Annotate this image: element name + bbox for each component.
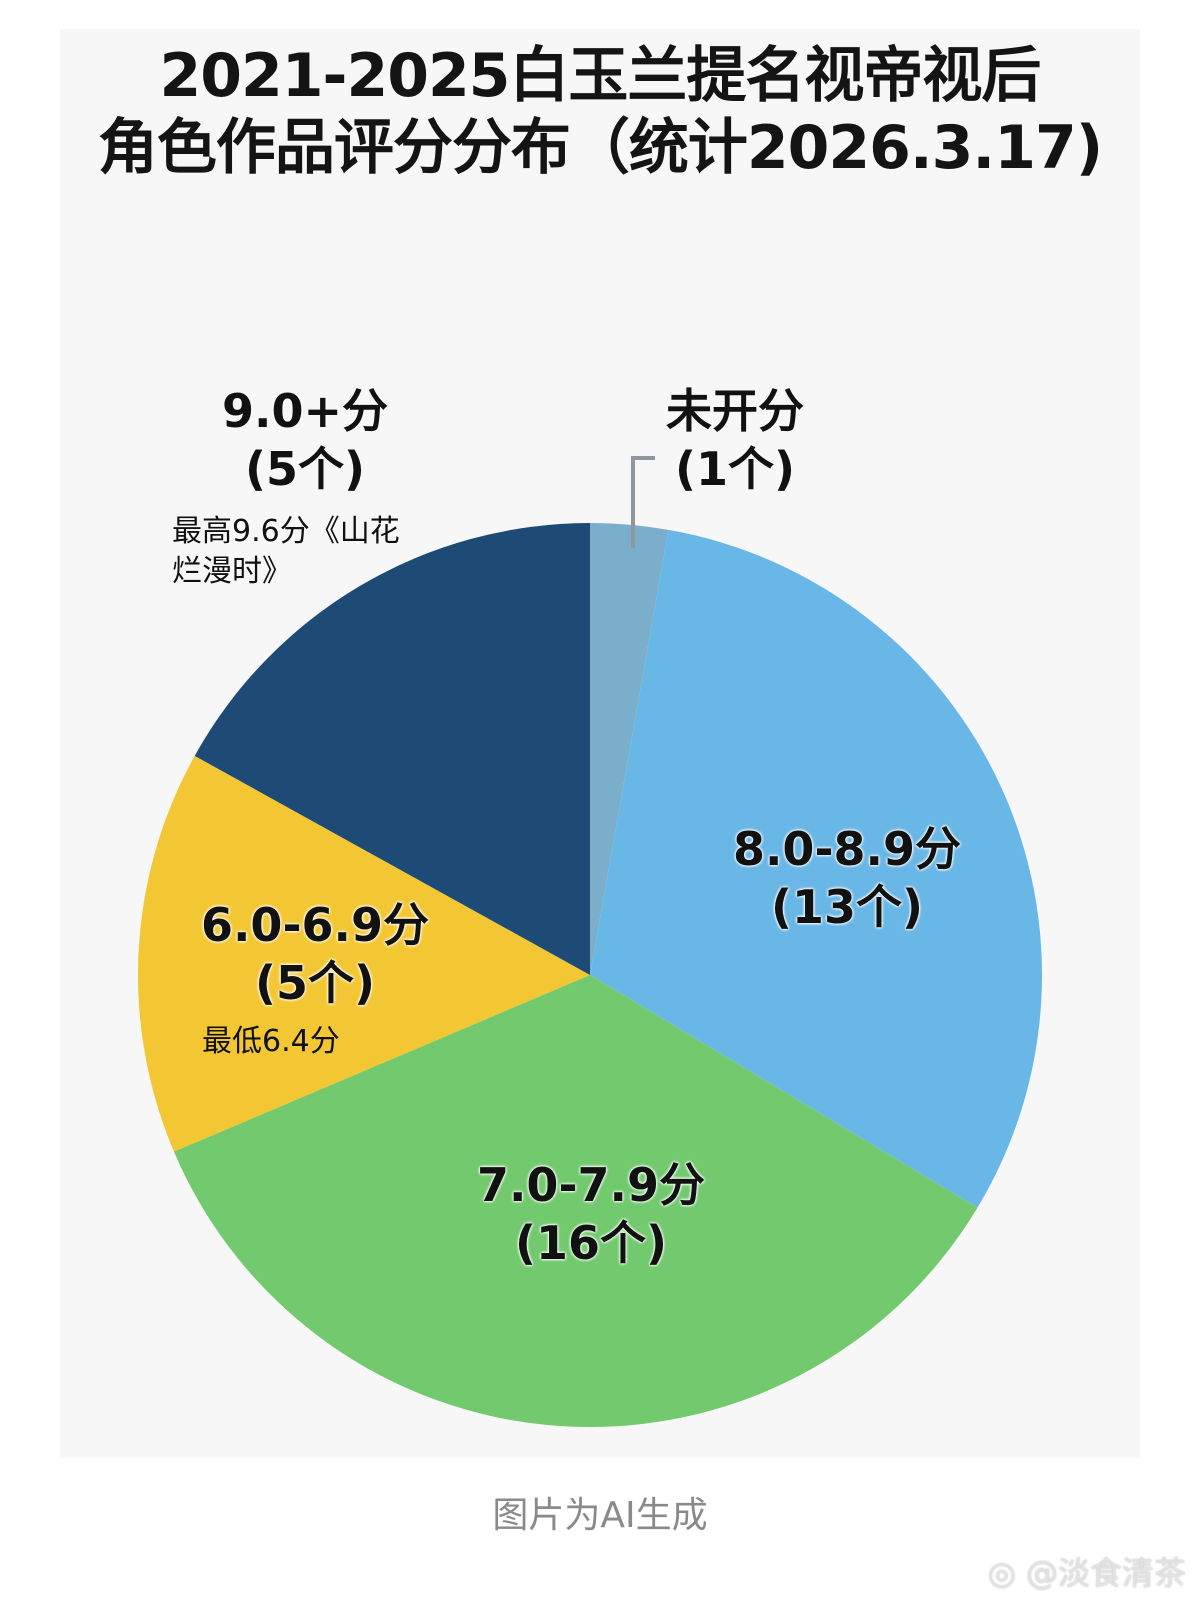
pie-slice-7-7.9 (173, 975, 978, 1428)
label-7-7.9: 7.0-7.9分 (16个) (476, 1158, 706, 1270)
leader-line-unscored (631, 456, 655, 548)
weibo-icon: ◎ (987, 1554, 1016, 1592)
pie-slice-unscored (590, 523, 669, 975)
note-6-6.9: 最低6.4分 (202, 1024, 340, 1059)
pie-slice-8-8.9 (590, 529, 1043, 1208)
ai-generated-caption: 图片为AI生成 (492, 1495, 708, 1536)
label-6-6.9: 6.0-6.9分 (5个) (200, 898, 430, 1010)
label-unscored: 未开分 (1个) (666, 384, 804, 496)
chart-title: 2021-2025白玉兰提名视帝视后 角色作品评分分布（统计2026.3.17) (60, 40, 1140, 184)
label-9plus: 9.0+分 (5个) (221, 384, 389, 496)
label-8-8.9: 8.0-8.9分 (13个) (732, 822, 962, 934)
pie-slice-9+ (194, 523, 591, 975)
chart-title-line-1: 2021-2025白玉兰提名视帝视后 (159, 41, 1042, 111)
pie-slice-6-6.9 (138, 755, 590, 1152)
weibo-watermark: ◎ @淡食清茶 (987, 1554, 1186, 1592)
chart-title-line-2: 角色作品评分分布（统计2026.3.17) (97, 113, 1103, 183)
note-9plus: 最高9.6分《山花 烂漫时》 (172, 514, 400, 589)
